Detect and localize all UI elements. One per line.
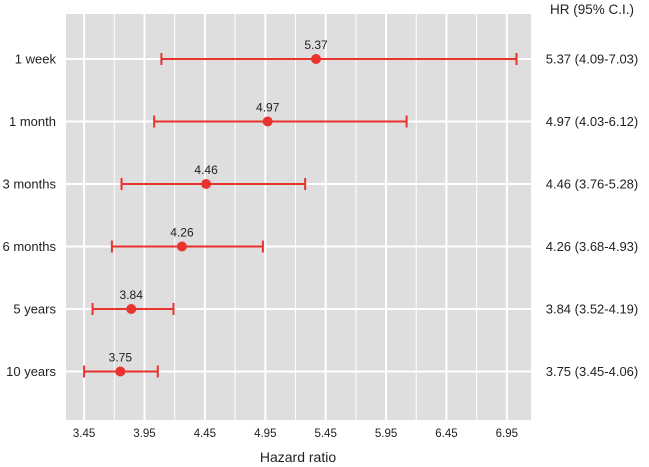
ci-text: 4.46 (3.76-5.28): [546, 177, 639, 192]
x-tick-label: 6.45: [435, 428, 457, 440]
ci-text: 3.75 (3.45-4.06): [546, 364, 639, 379]
hr-point: [311, 54, 322, 64]
row-label: 10 years: [6, 364, 56, 379]
hr-point: [126, 304, 137, 314]
row-label: 6 months: [3, 239, 57, 254]
hr-value-label: 4.46: [194, 163, 218, 177]
ci-text: 4.26 (3.68-4.93): [546, 239, 639, 254]
forest-row: 5 years 3.84 3.84 (3.52-4.19): [13, 288, 638, 317]
ci-text: 5.37 (4.09-7.03): [546, 52, 639, 67]
right-header: HR (95% C.I.): [550, 2, 634, 17]
hr-value-label: 4.26: [170, 226, 194, 240]
plot-panel: [66, 14, 531, 420]
x-tick-label: 5.95: [375, 428, 397, 440]
forest-row: 1 month 4.97 4.97 (4.03-6.12): [9, 101, 638, 130]
row-label: 1 week: [15, 52, 57, 67]
ci-text: 3.84 (3.52-4.19): [546, 302, 639, 317]
x-tick-label: 5.45: [314, 428, 336, 440]
hr-value-label: 3.84: [120, 288, 144, 302]
x-axis-ticks: 3.45 3.95 4.45 4.95 5.45 5.95 6.45 6.95: [73, 428, 518, 440]
row-label: 3 months: [3, 177, 57, 192]
x-tick-label: 3.95: [133, 428, 155, 440]
forest-row: 1 week 5.37 5.37 (4.09-7.03): [15, 38, 638, 67]
x-axis-label: Hazard ratio: [260, 449, 336, 465]
row-label: 5 years: [13, 302, 56, 317]
x-tick-label: 4.95: [254, 428, 276, 440]
hr-value-label: 4.97: [256, 101, 280, 115]
hr-value-label: 3.75: [109, 351, 133, 365]
ci-text: 4.97 (4.03-6.12): [546, 114, 639, 129]
x-tick-label: 6.95: [496, 428, 518, 440]
forest-row: 10 years 3.75 3.75 (3.45-4.06): [6, 351, 638, 380]
forest-row: 3 months 4.46 4.46 (3.76-5.28): [3, 163, 639, 192]
row-label: 1 month: [9, 114, 56, 129]
forest-row: 6 months 4.26 4.26 (3.68-4.93): [3, 226, 639, 255]
hr-point: [176, 241, 187, 252]
x-tick-label: 4.45: [194, 428, 216, 440]
hr-value-label: 5.37: [304, 38, 328, 52]
hr-point: [262, 116, 273, 127]
x-tick-label: 3.45: [73, 428, 95, 440]
forest-rows: 1 week 5.37 5.37 (4.09-7.03) 1 month 4.97 4.9…: [3, 38, 639, 379]
hr-point: [115, 366, 126, 377]
hr-point: [201, 179, 212, 189]
